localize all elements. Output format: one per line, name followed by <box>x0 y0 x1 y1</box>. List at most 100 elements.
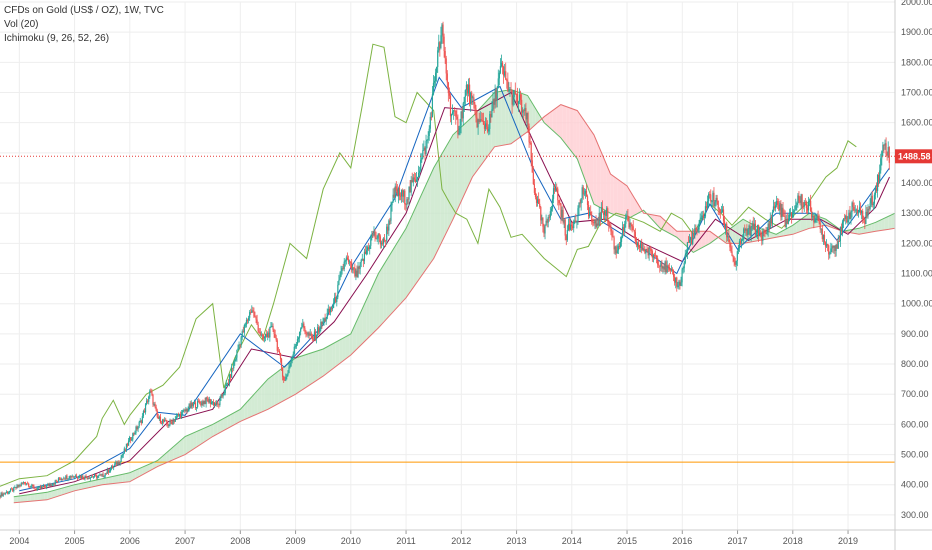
kumo-segment <box>467 117 472 187</box>
candle-down <box>198 400 200 402</box>
candle-down <box>150 390 152 392</box>
candle-down <box>777 200 779 205</box>
candle-down <box>48 484 50 487</box>
y-tick-label: 1000.00 <box>901 299 932 309</box>
candle-up <box>464 90 466 97</box>
candle-down <box>362 258 364 262</box>
candle-up <box>92 476 95 478</box>
kumo-segment <box>71 484 75 492</box>
candle-down <box>553 188 556 191</box>
candle-down <box>482 120 485 125</box>
y-tick-label: 1800.00 <box>901 57 932 67</box>
kumo-segment <box>135 468 140 479</box>
candle-up <box>785 219 787 227</box>
candle-down <box>856 209 858 214</box>
candle-up <box>682 268 684 270</box>
candle-down <box>556 187 558 189</box>
candle-down <box>152 394 154 405</box>
x-tick-label: 2005 <box>65 536 85 546</box>
candle-up <box>513 90 515 98</box>
x-tick-label: 2010 <box>341 536 361 546</box>
candle-down <box>80 475 82 479</box>
candle-up <box>743 228 745 240</box>
candle-up <box>373 231 375 236</box>
candle-up <box>681 269 683 283</box>
candle-up <box>880 158 882 171</box>
kumo-segment <box>498 91 502 147</box>
candle-up <box>370 237 372 246</box>
candle-up <box>123 448 125 454</box>
kumo-segment <box>88 480 92 488</box>
kumo-segment <box>579 114 584 175</box>
symbol-title[interactable]: CFDs on Gold (US$ / OZ), 1W, TVC <box>4 5 164 16</box>
candle-up <box>98 474 100 476</box>
kumo-segment <box>149 462 153 472</box>
candle-up <box>685 252 687 255</box>
candle-up <box>326 312 328 319</box>
candle-down <box>328 308 330 313</box>
candle-down <box>523 110 525 112</box>
candle-up <box>188 404 190 410</box>
candle-down <box>481 120 483 122</box>
candle-up <box>248 317 250 321</box>
candle-up <box>138 422 140 427</box>
candle-down <box>0 495 1 498</box>
candle-up <box>497 78 499 89</box>
candle-up <box>815 218 817 220</box>
candle-up <box>766 232 768 234</box>
candle-up <box>524 107 526 111</box>
candle-up <box>388 220 390 231</box>
candle-down <box>229 374 232 378</box>
candle-down <box>191 402 193 406</box>
candle-up <box>333 303 335 308</box>
kumo-segment <box>220 418 224 433</box>
candle-up <box>660 262 662 267</box>
candle-down <box>199 401 201 404</box>
candle-up <box>363 251 366 262</box>
candle-up <box>108 471 111 473</box>
candle-up <box>391 202 393 206</box>
candle-up <box>738 241 741 249</box>
candle-down <box>276 340 278 351</box>
candle-up <box>467 84 470 94</box>
candle-up <box>226 382 228 384</box>
candle-down <box>587 204 590 217</box>
candle-up <box>341 268 343 271</box>
candle-up <box>115 462 117 465</box>
candle-down <box>516 94 519 104</box>
candle-up <box>338 279 340 285</box>
candle-up <box>526 112 528 120</box>
kumo-segment <box>40 492 45 501</box>
candle-down <box>414 179 417 182</box>
candle-down <box>461 111 463 119</box>
candle-up <box>699 218 701 223</box>
candle-up <box>84 476 86 480</box>
kumo-segment <box>573 109 577 158</box>
y-tick-label: 1200.00 <box>901 238 932 248</box>
vol-indicator-label[interactable]: Vol (20) <box>4 19 39 30</box>
candle-down <box>305 331 307 335</box>
candle-down <box>754 223 756 235</box>
candle-up <box>791 212 794 218</box>
kumo-segment <box>434 161 438 258</box>
current-price-label: 1488.58 <box>898 151 931 161</box>
candle-down <box>770 218 772 224</box>
candle-up <box>776 200 778 206</box>
candle-down <box>466 84 469 94</box>
candle-down <box>557 188 559 201</box>
candle-up <box>71 476 73 478</box>
ichimoku-indicator-label[interactable]: Ichimoku (9, 26, 52, 26) <box>4 33 110 44</box>
candle-down <box>824 242 827 247</box>
kumo-segment <box>176 441 180 459</box>
candle-up <box>807 201 810 211</box>
candle-down <box>730 247 732 252</box>
candle-up <box>509 89 511 90</box>
kumo-segment <box>606 165 611 214</box>
kumo-segment <box>54 489 58 498</box>
candle-up <box>210 402 213 405</box>
candle-up <box>340 270 342 277</box>
kumo-segment <box>556 105 560 137</box>
candle-up <box>181 412 183 418</box>
candle-down <box>618 246 621 247</box>
